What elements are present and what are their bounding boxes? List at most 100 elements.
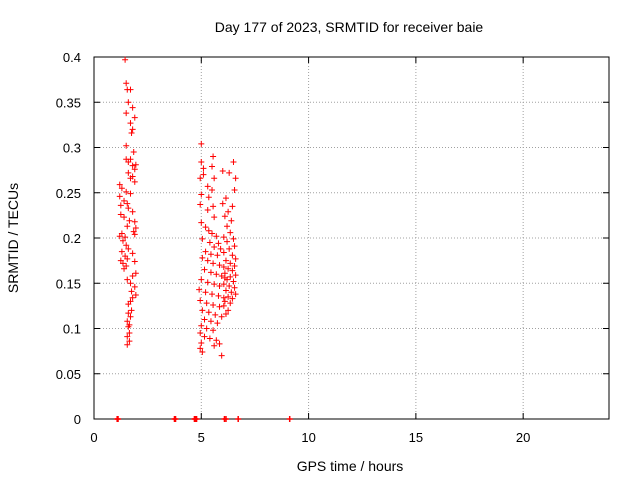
- data-point: [203, 325, 210, 332]
- data-point: [125, 301, 132, 308]
- data-point: [206, 239, 213, 246]
- data-point: [231, 187, 238, 194]
- data-point: [129, 250, 136, 257]
- data-point: [230, 278, 237, 285]
- data-point: [222, 257, 229, 264]
- y-axis-title: SRMTID / TECUs: [5, 183, 21, 293]
- data-point: [209, 291, 216, 298]
- baseline-point: [193, 416, 200, 422]
- data-point: [230, 235, 237, 242]
- data-point: [225, 293, 232, 300]
- data-point: [129, 162, 136, 169]
- data-point: [198, 322, 205, 329]
- data-point: [125, 99, 132, 106]
- data-point: [212, 311, 219, 318]
- data-point: [221, 298, 228, 305]
- data-point: [207, 251, 214, 258]
- data-point: [203, 300, 210, 307]
- chart-title: Day 177 of 2023, SRMTID for receiver bai…: [215, 19, 484, 35]
- data-point: [231, 284, 238, 291]
- x-tick-label: 20: [516, 430, 530, 445]
- data-point: [229, 267, 236, 274]
- data-point: [125, 158, 132, 165]
- data-point: [198, 339, 205, 346]
- data-point: [123, 188, 130, 195]
- data-point: [209, 163, 216, 170]
- axis-ticks: [93, 56, 609, 420]
- data-point: [229, 203, 236, 210]
- data-point: [224, 276, 231, 283]
- data-point: [132, 225, 139, 232]
- data-point: [210, 203, 217, 210]
- data-points: [116, 56, 239, 359]
- data-point: [202, 224, 209, 231]
- data-point: [127, 86, 134, 93]
- data-point: [199, 254, 206, 261]
- data-point: [209, 187, 216, 194]
- data-point: [220, 249, 227, 256]
- data-point: [200, 165, 207, 172]
- data-point: [123, 142, 130, 149]
- data-point: [220, 294, 227, 301]
- data-point: [216, 282, 223, 289]
- data-point: [225, 307, 232, 314]
- data-point: [197, 175, 204, 182]
- data-point: [224, 223, 231, 230]
- data-point: [198, 191, 205, 198]
- data-point: [198, 158, 205, 165]
- baseline-point: [115, 416, 122, 422]
- data-point: [127, 120, 134, 127]
- data-point: [209, 230, 216, 237]
- data-point: [202, 289, 209, 296]
- data-point: [220, 302, 227, 309]
- data-point: [131, 218, 138, 225]
- data-point: [127, 313, 134, 320]
- data-point: [198, 219, 205, 226]
- data-point: [131, 231, 138, 238]
- data-point: [222, 311, 229, 318]
- data-point: [123, 80, 130, 87]
- baseline-point: [222, 416, 229, 422]
- data-point: [224, 238, 231, 245]
- data-point: [126, 330, 133, 337]
- data-point: [215, 240, 222, 247]
- data-point: [123, 110, 130, 117]
- data-point: [207, 318, 214, 325]
- data-point: [199, 307, 206, 314]
- x-tick-label: 10: [301, 430, 315, 445]
- data-point: [119, 260, 126, 267]
- x-axis-title: GPS time / hours: [297, 458, 404, 474]
- data-point: [219, 168, 226, 175]
- data-point: [123, 242, 130, 249]
- data-point: [117, 211, 124, 218]
- data-point: [216, 262, 223, 269]
- data-point: [130, 149, 137, 156]
- data-point: [121, 197, 128, 204]
- data-point: [118, 248, 125, 255]
- data-point: [226, 169, 233, 176]
- data-point: [220, 263, 227, 270]
- data-point: [122, 56, 129, 63]
- baseline-point: [172, 416, 179, 422]
- data-point: [228, 217, 235, 224]
- data-point: [201, 316, 208, 323]
- data-point: [196, 286, 203, 293]
- data-point: [121, 214, 128, 221]
- data-point: [128, 307, 135, 314]
- data-point: [124, 200, 131, 207]
- data-point: [211, 175, 218, 182]
- data-point: [226, 282, 233, 289]
- data-point: [128, 288, 135, 295]
- data-point: [201, 333, 208, 340]
- data-point: [198, 140, 205, 147]
- data-point: [206, 335, 213, 342]
- data-point: [210, 153, 217, 160]
- data-point: [227, 260, 234, 267]
- data-point: [128, 130, 135, 137]
- data-point: [227, 273, 234, 280]
- data-point: [207, 269, 214, 276]
- data-point: [117, 202, 124, 209]
- data-point: [226, 245, 233, 252]
- data-point: [204, 257, 211, 264]
- data-point: [232, 272, 239, 279]
